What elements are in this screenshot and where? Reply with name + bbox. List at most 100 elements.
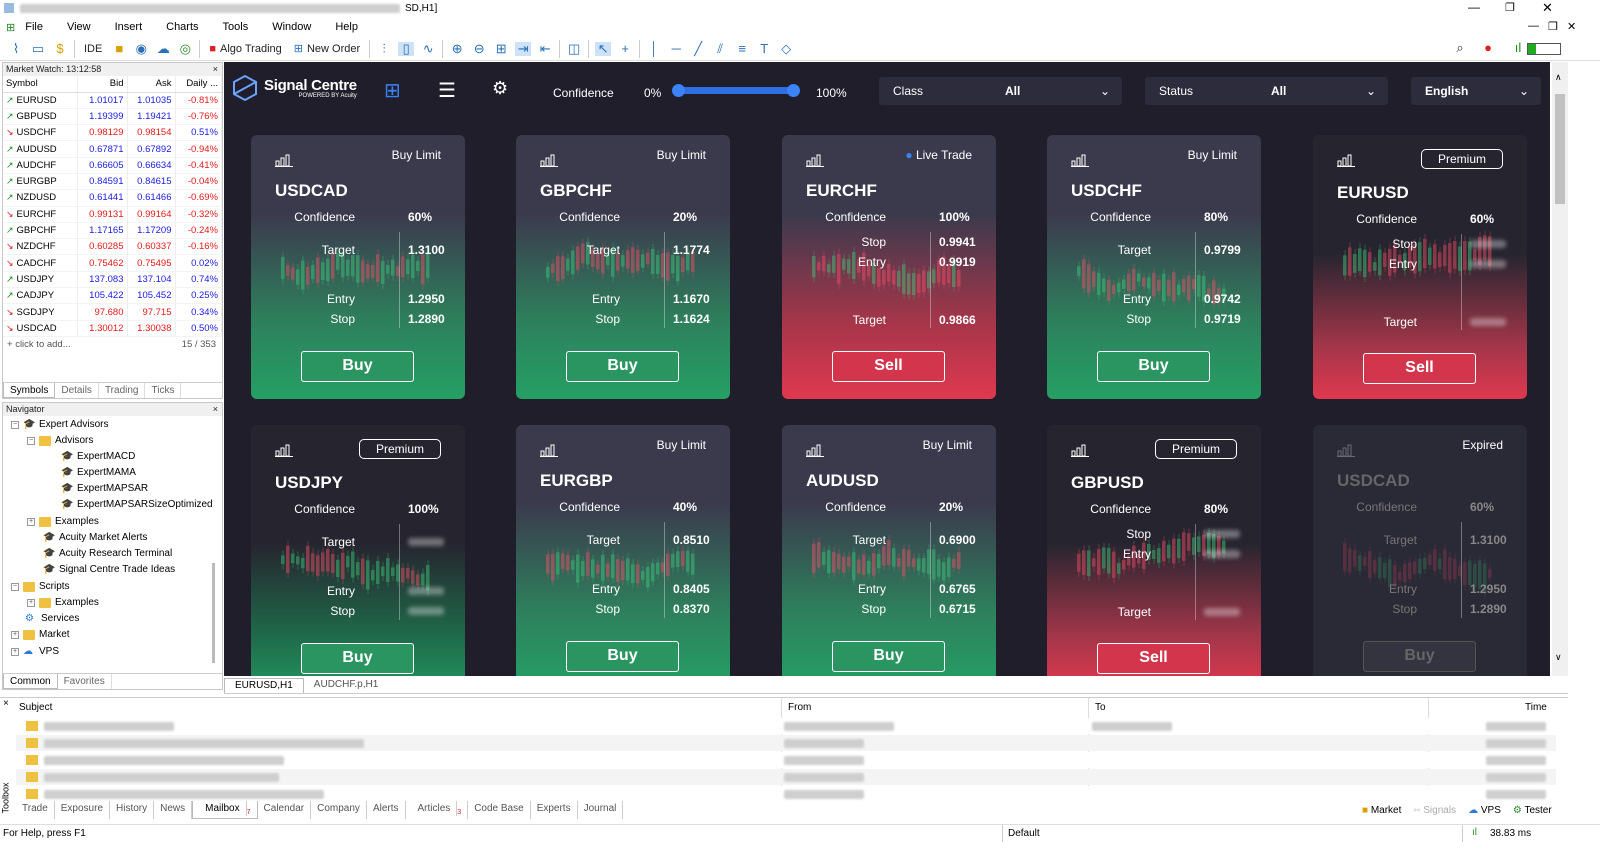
market-watch-row[interactable]: ↗ EURUSD 1.01017 1.01035 -0.81% [3,92,222,109]
slider-handle-max[interactable] [787,84,800,97]
tab-experts[interactable]: Experts [531,801,578,819]
collapse-icon[interactable]: − [11,420,19,429]
scroll-up-icon[interactable]: ∧ [1555,72,1562,82]
text-icon[interactable]: T [760,40,769,56]
buy-button[interactable]: Buy [832,641,945,672]
algo-trading-button[interactable]: ■ Algo Trading [206,40,284,58]
mdi-close-icon[interactable]: ✕ [1567,21,1577,33]
trendline-icon[interactable]: ╱ [694,40,703,56]
nav-acuity-market-alerts[interactable]: 🎓 Acuity Market Alerts [43,532,147,543]
vertical-line-icon[interactable]: │ [650,40,659,56]
market-watch-row[interactable]: ↗ GBPUSD 1.19399 1.19421 -0.76% [3,108,222,126]
zoom-in-icon[interactable]: ⊕ [451,40,463,56]
market-watch-row[interactable]: ↗ EURGBP 0.84591 0.84615 -0.04% [3,173,222,191]
nav-vps[interactable]: + ☁ VPS [11,646,59,657]
scroll-down-icon[interactable]: ∨ [1555,652,1562,662]
grid-view-icon[interactable]: ⊞ [384,80,401,102]
nav-expertmapsarsize[interactable]: 🎓 ExpertMAPSARSizeOptimized [61,499,213,510]
channel-icon[interactable]: ⫽ [717,40,724,56]
signal-card[interactable]: Premium EURUSD Confidence 60% Stop Entry T… [1313,135,1527,399]
vps-link[interactable]: ☁ VPS [1468,805,1501,816]
nav-scripts-examples[interactable]: + Examples [27,597,99,608]
shapes-icon[interactable]: ◇ [781,40,792,56]
sell-button[interactable]: Sell [832,351,945,382]
col-time[interactable]: Time [1525,702,1547,713]
buy-button[interactable]: Buy [1363,641,1476,672]
menu-tools[interactable]: Tools [222,21,249,33]
line-chart-icon[interactable]: ⌇ [12,40,20,56]
close-icon[interactable]: × [3,698,9,709]
menu-view[interactable]: View [66,21,91,33]
tester-link[interactable]: ⚙ Tester [1513,805,1552,816]
tab-code-base[interactable]: Code Base [468,801,531,819]
main-scrollbar[interactable]: ∧ ∨ [1552,62,1568,676]
language-dropdown[interactable]: English ⌄ [1411,77,1541,105]
col-subject[interactable]: Subject [19,702,53,713]
market-watch-row[interactable]: ↗ CADJPY 105.422 105.452 0.25% [3,287,222,305]
market-link[interactable]: ■ Market [1362,805,1401,816]
crosshair-icon[interactable]: + [621,40,629,56]
add-symbol-row[interactable]: + click to add... 15 / 353 [3,337,222,353]
bar-chart-icon[interactable]: ⫶ [382,40,386,56]
globe-icon[interactable]: ◎ [179,40,192,56]
tab-exposure[interactable]: Exposure [55,801,111,819]
nav-expertmapsar[interactable]: 🎓 ExpertMAPSAR [61,483,148,494]
mail-row[interactable] [16,786,1556,802]
tile-icon[interactable]: ⊞ [495,40,507,56]
navigator-scrollbar[interactable] [212,563,215,663]
account-bar[interactable] [1527,43,1561,55]
tab-trade[interactable]: Trade [16,801,55,819]
nav-expert-advisors[interactable]: − 🎓 Expert Advisors [11,419,108,430]
tab-calendar[interactable]: Calendar [258,801,312,819]
scroll-thumb[interactable] [1555,94,1565,204]
fibo-icon[interactable]: ≡ [738,40,746,56]
confidence-slider[interactable] [672,84,800,97]
buy-button[interactable]: Buy [301,643,414,674]
profiles-icon[interactable]: ▭ [31,40,45,56]
tab-symbols[interactable]: Symbols [3,383,56,398]
lock-icon[interactable]: ■ [115,40,124,56]
expand-icon[interactable]: + [11,647,19,656]
screenshot-icon[interactable]: ◫ [568,40,581,56]
tab-news[interactable]: News [154,801,193,819]
menu-window[interactable]: Window [272,21,312,33]
signal-centre-logo[interactable]: Signal Centre POWERED BY Acuity [232,74,357,102]
market-watch-row[interactable]: ↘ USDCAD 1.30012 1.30038 0.50% [3,320,222,337]
signals-link[interactable]: ◦◦ Signals [1413,805,1456,816]
nav-scripts[interactable]: − Scripts [11,581,70,592]
market-watch-row[interactable]: ↘ SGDJPY 97.680 97.715 0.34% [3,303,222,321]
chart-tab-eurusd[interactable]: EURUSD,H1 [224,678,304,693]
expand-icon[interactable]: + [27,517,35,526]
tab-details[interactable]: Details [55,383,99,398]
signal-card[interactable]: Buy Limit USDCHF Confidence 80% Target 0.… [1047,135,1261,399]
status-dropdown[interactable]: Status All ⌄ [1145,77,1388,105]
autoscroll-icon[interactable]: ⇥ [515,41,532,56]
col-bid[interactable]: Bid [77,76,128,93]
market-watch-row[interactable]: ↗ AUDUSD 0.67871 0.67892 -0.94% [3,140,222,158]
col-from[interactable]: From [788,702,812,713]
buy-button[interactable]: Buy [566,351,679,382]
nav-acuity-research-terminal[interactable]: 🎓 Acuity Research Terminal [43,548,172,559]
menu-help[interactable]: Help [335,21,358,33]
slider-handle-min[interactable] [672,84,685,97]
new-order-button[interactable]: ⊞ New Order [291,40,363,58]
profile-name[interactable]: Default [1008,828,1040,839]
horizontal-line-icon[interactable]: ─ [671,40,681,56]
market-watch-row[interactable]: ↘ USDCHF 0.98129 0.98154 0.51% [3,124,222,142]
signal-strength-icon[interactable]: ıl [1514,40,1522,55]
nav-signal-centre-trade-ideas[interactable]: 🎓 Signal Centre Trade Ideas [43,564,175,575]
cloud-icon[interactable]: ☁ [156,40,170,56]
market-watch-row[interactable]: ↗ GBPCHF 1.17165 1.17209 -0.24% [3,222,222,240]
nav-expertmacd[interactable]: 🎓 ExpertMACD [61,451,135,462]
mail-row[interactable] [16,718,1556,734]
sell-button[interactable]: Sell [1363,353,1476,384]
nav-expertmama[interactable]: 🎓 ExpertMAMA [61,467,136,478]
buy-button[interactable]: Buy [566,641,679,672]
col-daily[interactable]: Daily ... [175,76,222,93]
chart-tab-audchf[interactable]: AUDCHF.p,H1 [313,679,379,690]
mail-row[interactable] [16,752,1556,768]
tab-journal[interactable]: Journal [578,801,624,819]
dollar-icon[interactable]: $ [56,40,64,56]
signal-card[interactable]: Premium USDJPY Confidence 100% Target Ent… [251,425,465,676]
menu-insert[interactable]: Insert [114,21,143,33]
